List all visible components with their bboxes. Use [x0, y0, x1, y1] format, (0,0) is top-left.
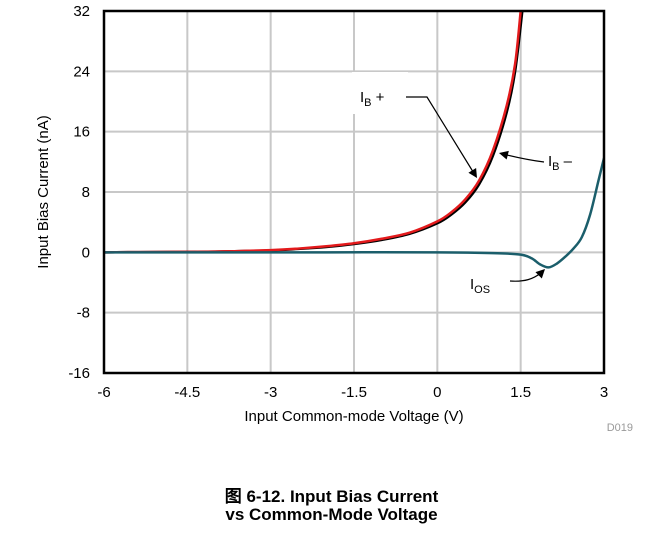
series-layer — [104, 11, 604, 269]
x-tick-labels: -6 -4.5 -3 -1.5 0 1.5 3 — [97, 384, 608, 401]
leader-arrow — [499, 150, 509, 160]
series-label-ios: IOS — [470, 276, 490, 296]
x-tick-label: 0 — [433, 384, 441, 401]
x-tick-label: -3 — [264, 384, 277, 401]
x-tick-label: -1.5 — [341, 384, 367, 401]
series-line-ib-plus — [104, 11, 522, 254]
y-tick-label: 16 — [73, 124, 90, 141]
series-label-ib-plus: IB + — [360, 89, 385, 109]
leader-arrow — [468, 167, 477, 178]
leader-line — [406, 96, 476, 176]
grid — [104, 11, 604, 373]
y-tick-label: 0 — [82, 244, 90, 261]
figure-caption-line2: vs Common-Mode Voltage — [225, 505, 438, 524]
y-tick-label: -16 — [68, 365, 90, 382]
y-axis-label: Input Bias Current (nA) — [35, 115, 52, 268]
leader-line — [509, 272, 542, 282]
leader-arrow — [535, 269, 545, 279]
label-background — [352, 72, 408, 114]
series-line-ios — [104, 157, 604, 269]
chart: -6 -4.5 -3 -1.5 0 1.5 3 -16 -8 0 8 16 24 32 Input Co… — [35, 3, 633, 434]
figure-code: D019 — [607, 422, 633, 434]
x-tick-label: 3 — [600, 384, 608, 401]
x-axis-label: Input Common-mode Voltage (V) — [244, 408, 463, 425]
y-tick-label: 32 — [73, 3, 90, 20]
series-label-ib-minus: IB – — [548, 153, 573, 173]
y-tick-label: -8 — [77, 305, 90, 322]
x-tick-label: 1.5 — [510, 384, 531, 401]
leader-line — [502, 153, 545, 163]
y-tick-label: 24 — [73, 63, 90, 80]
plot-frame — [102, 9, 606, 375]
y-tick-label: 8 — [82, 184, 90, 201]
figure-caption-line1: 图 6-12. Input Bias Current — [224, 487, 439, 506]
series-annotations: IB + IB – IOS — [352, 72, 573, 296]
x-tick-label: -4.5 — [174, 384, 200, 401]
x-tick-label: -6 — [97, 384, 110, 401]
y-tick-labels: -16 -8 0 8 16 24 32 — [68, 3, 90, 382]
